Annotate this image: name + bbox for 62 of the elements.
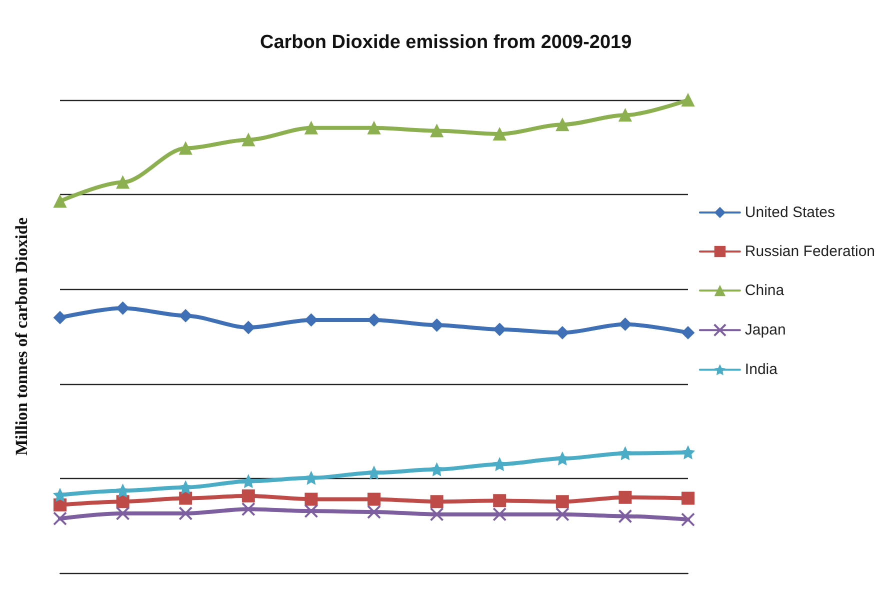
point — [556, 118, 569, 132]
point — [116, 176, 130, 189]
point — [556, 452, 569, 466]
point — [430, 462, 444, 476]
point — [179, 492, 192, 505]
point — [304, 492, 318, 506]
point — [178, 506, 193, 520]
chart-title: Carbon Dioxide emission from 2009-2019 — [260, 32, 632, 53]
point — [179, 142, 192, 155]
point — [242, 133, 255, 146]
point — [430, 507, 444, 522]
point — [492, 507, 507, 522]
point — [53, 512, 67, 526]
point — [54, 311, 66, 324]
point — [493, 458, 506, 471]
legend-label: China — [744, 282, 785, 299]
point — [367, 504, 381, 519]
point — [618, 509, 632, 524]
point — [116, 302, 130, 315]
point — [555, 507, 570, 522]
point — [618, 108, 632, 122]
point — [556, 495, 569, 508]
point — [618, 318, 632, 331]
y-axis-title: Million tonnes of carbon Dioxide — [12, 217, 31, 456]
point — [681, 512, 695, 527]
point — [368, 313, 380, 326]
point — [556, 326, 569, 340]
point — [54, 498, 66, 512]
point — [493, 494, 506, 508]
point — [618, 446, 632, 460]
point — [682, 492, 694, 505]
point — [179, 480, 192, 494]
point — [368, 466, 380, 480]
point — [304, 471, 318, 484]
point — [368, 121, 380, 134]
legend-label: United States — [744, 204, 835, 221]
legend-label: Japan — [744, 322, 786, 339]
point — [430, 318, 444, 332]
point — [493, 322, 506, 336]
point — [682, 94, 694, 106]
legend-label: Russian Federation — [744, 243, 876, 260]
point — [241, 502, 256, 516]
point — [304, 313, 318, 326]
point — [430, 124, 444, 138]
point — [682, 446, 694, 459]
point — [242, 474, 255, 488]
point — [430, 495, 444, 508]
point — [242, 321, 255, 334]
point — [179, 309, 192, 322]
point — [493, 128, 506, 141]
point — [304, 504, 318, 518]
point — [618, 490, 632, 504]
point — [116, 506, 130, 520]
point — [368, 492, 380, 506]
point — [54, 194, 66, 208]
point — [116, 495, 130, 508]
point — [304, 121, 318, 134]
point — [116, 484, 130, 498]
point — [682, 326, 694, 340]
point — [54, 488, 66, 502]
legend-label: India — [744, 361, 778, 378]
point — [242, 489, 255, 502]
